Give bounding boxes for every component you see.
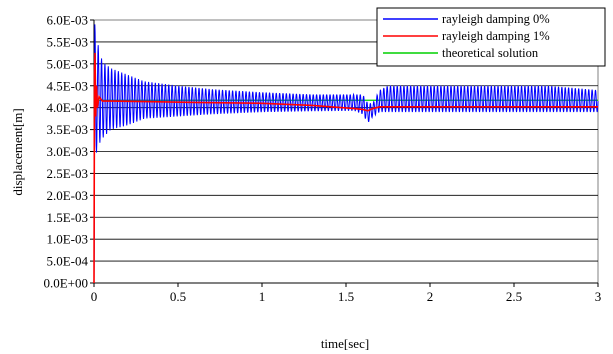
y-tick-label: 5.0E-03	[46, 56, 88, 71]
x-tick-label: 2	[427, 289, 434, 304]
legend-label-rayleigh-damping-0: rayleigh damping 0%	[442, 12, 550, 26]
y-tick-label: 4.5E-03	[46, 78, 88, 93]
grid-lines	[94, 41, 598, 262]
x-tick-label: 1	[259, 289, 266, 304]
legend-box	[376, 7, 606, 67]
y-tick-label: 0.0E+00	[43, 276, 88, 291]
legend-label-theoretical-solution: theoretical solution	[442, 46, 539, 60]
y-tick-label: 3.5E-03	[46, 122, 88, 137]
y-tick-label: 5.0E-04	[46, 254, 88, 269]
y-tick-label: 1.0E-03	[46, 232, 88, 247]
legend-label-rayleigh-damping-1: rayleigh damping 1%	[442, 29, 550, 43]
x-axis-title: time[sec]	[321, 336, 369, 351]
x-tick-label: 0	[91, 289, 98, 304]
series-group	[93, 24, 599, 284]
series-line-rayleigh-damping-1	[93, 52, 598, 284]
y-tick-label: 4.0E-03	[46, 100, 88, 115]
y-tick-label: 2.0E-03	[46, 188, 88, 203]
x-tick-label: 0.5	[170, 289, 186, 304]
y-axis-ticks: 0.0E+00 5.0E-04 1.0E-03 1.5E-03 2.0E-03 2.5E-…	[43, 13, 94, 291]
y-tick-label: 5.5E-03	[46, 34, 88, 49]
x-tick-label: 1.5	[338, 289, 354, 304]
y-tick-label: 6.0E-03	[46, 13, 88, 28]
x-tick-label: 3	[595, 289, 602, 304]
y-tick-label: 3.0E-03	[46, 144, 88, 159]
series-line-rayleigh-damping-0	[93, 24, 599, 284]
legend: rayleigh damping 0% rayleigh damping 1% th…	[376, 7, 606, 67]
y-tick-label: 1.5E-03	[46, 210, 88, 225]
y-tick-label: 2.5E-03	[46, 166, 88, 181]
y-axis-title: displacement[m]	[10, 108, 25, 195]
x-tick-label: 2.5	[506, 289, 522, 304]
